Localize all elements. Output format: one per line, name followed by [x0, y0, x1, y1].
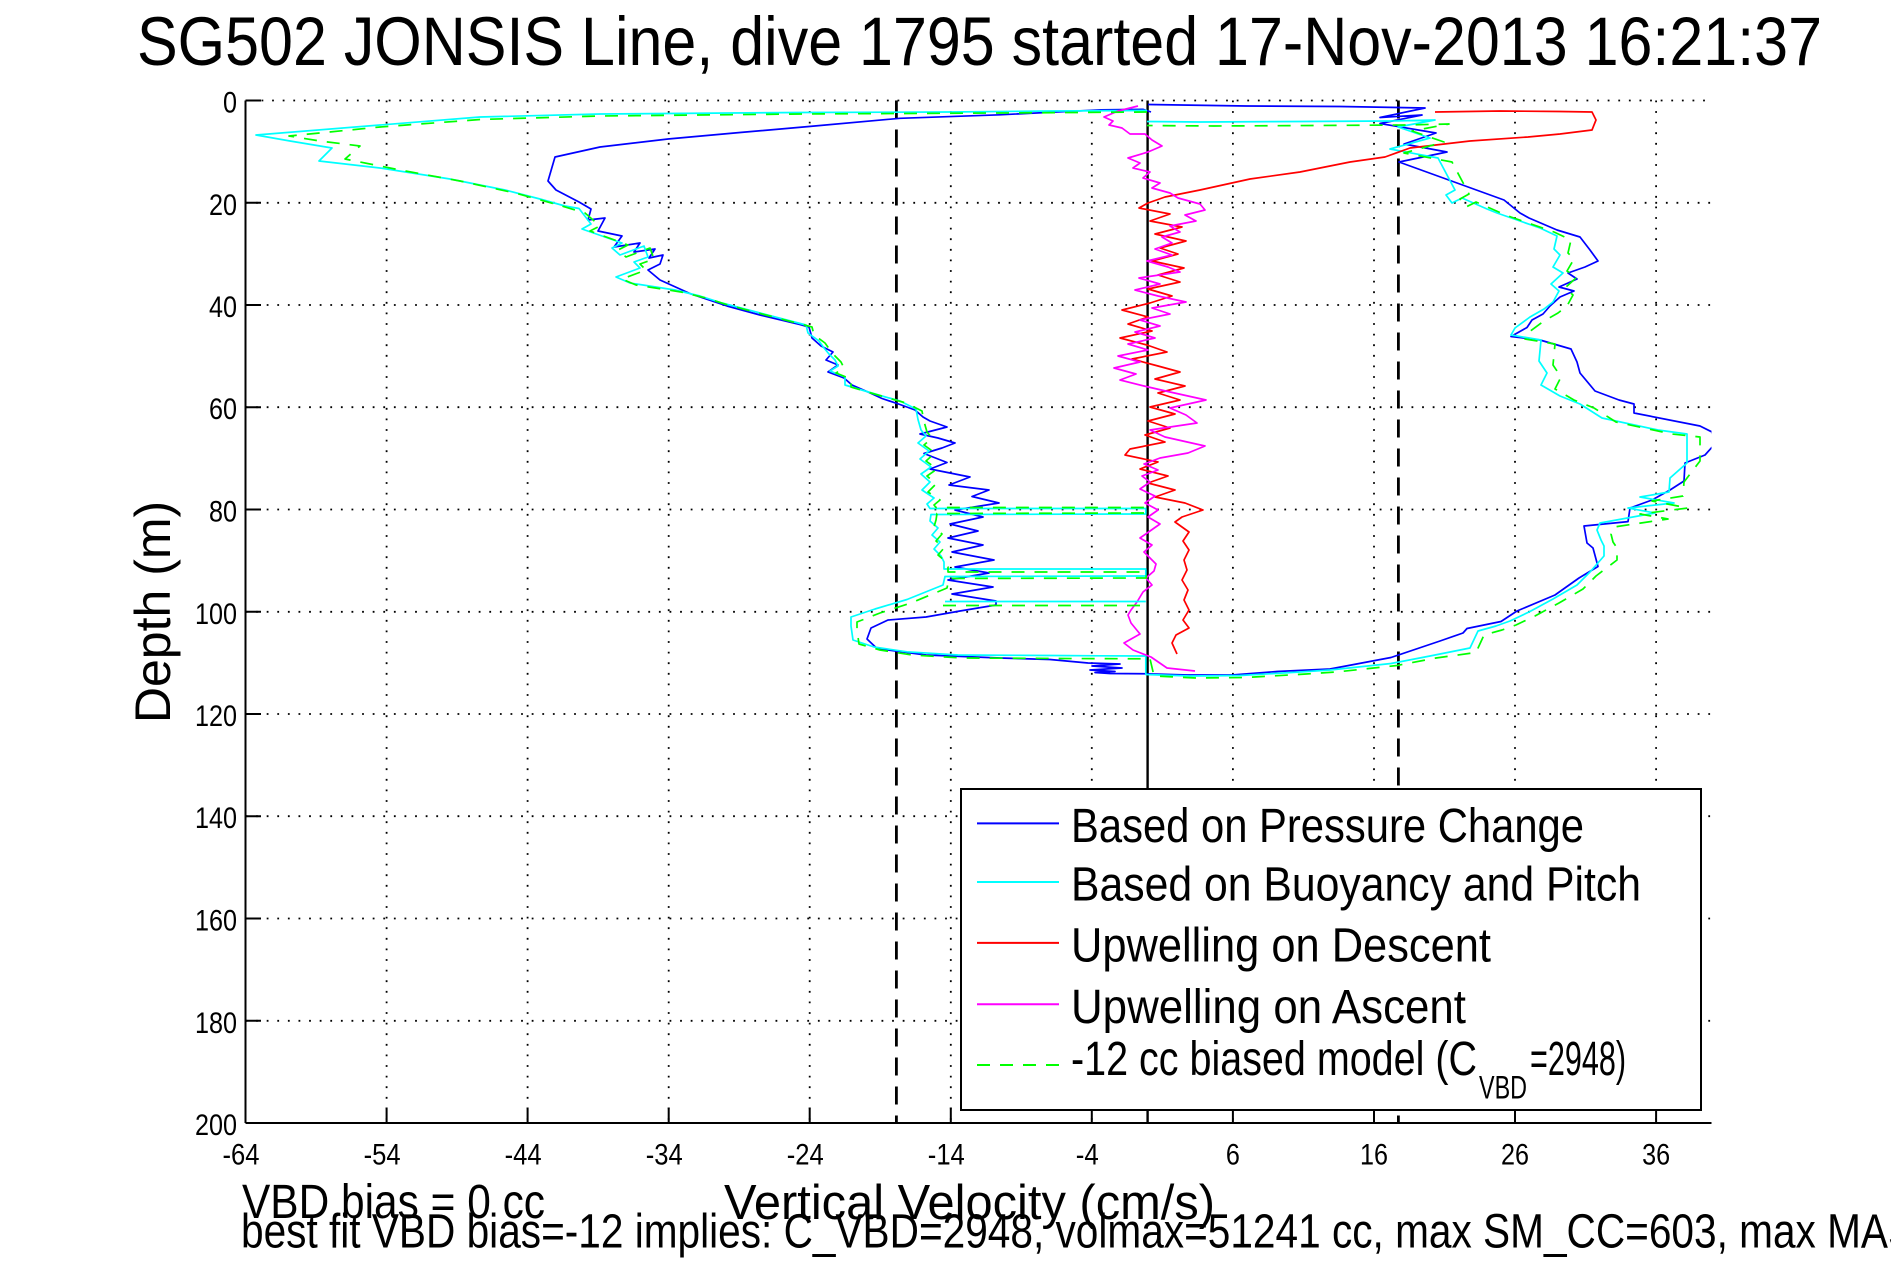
svg-text:60: 60: [209, 393, 237, 426]
svg-text:SG502 JONSIS Line, dive 1795 s: SG502 JONSIS Line, dive 1795 started 17-…: [137, 3, 1822, 80]
svg-text:100: 100: [195, 598, 237, 631]
svg-text:-34: -34: [646, 1139, 683, 1172]
svg-text:=2948): =2948): [1530, 1033, 1626, 1086]
svg-text:140: 140: [195, 802, 237, 835]
svg-text:-4: -4: [1076, 1139, 1099, 1172]
svg-text:VBD: VBD: [1479, 1070, 1527, 1106]
svg-text:Depth (m): Depth (m): [125, 501, 181, 723]
svg-text:Upwelling on Descent: Upwelling on Descent: [1071, 920, 1491, 973]
svg-text:80: 80: [209, 496, 237, 529]
svg-text:6: 6: [1226, 1139, 1240, 1172]
svg-text:180: 180: [195, 1007, 237, 1040]
svg-text:-12 cc biased model (C: -12 cc biased model (C: [1071, 1033, 1477, 1086]
svg-text:36: 36: [1642, 1139, 1670, 1172]
svg-text:Vertical Velocity (cm/s): Vertical Velocity (cm/s): [724, 1175, 1215, 1230]
svg-text:-64: -64: [223, 1139, 260, 1172]
svg-text:20: 20: [209, 189, 237, 222]
svg-text:160: 160: [195, 905, 237, 938]
svg-text:Based on Buoyancy and Pitch: Based on Buoyancy and Pitch: [1071, 859, 1641, 912]
svg-text:0: 0: [223, 87, 237, 120]
svg-text:Based on Pressure Change: Based on Pressure Change: [1071, 800, 1584, 853]
svg-text:-14: -14: [928, 1139, 965, 1172]
svg-text:VBD bias = 0 cc: VBD bias = 0 cc: [242, 1176, 545, 1229]
svg-text:best fit VBD bias=-12 implies:: best fit VBD bias=-12 implies: C_VBD=294…: [241, 1206, 1891, 1259]
svg-text:26: 26: [1501, 1139, 1529, 1172]
svg-text:-24: -24: [787, 1139, 824, 1172]
svg-text:200: 200: [195, 1109, 237, 1142]
svg-text:40: 40: [209, 291, 237, 324]
svg-text:16: 16: [1360, 1139, 1388, 1172]
svg-text:120: 120: [195, 700, 237, 733]
svg-text:-44: -44: [505, 1139, 542, 1172]
svg-text:Upwelling on Ascent: Upwelling on Ascent: [1071, 981, 1466, 1034]
svg-text:-54: -54: [364, 1139, 401, 1172]
